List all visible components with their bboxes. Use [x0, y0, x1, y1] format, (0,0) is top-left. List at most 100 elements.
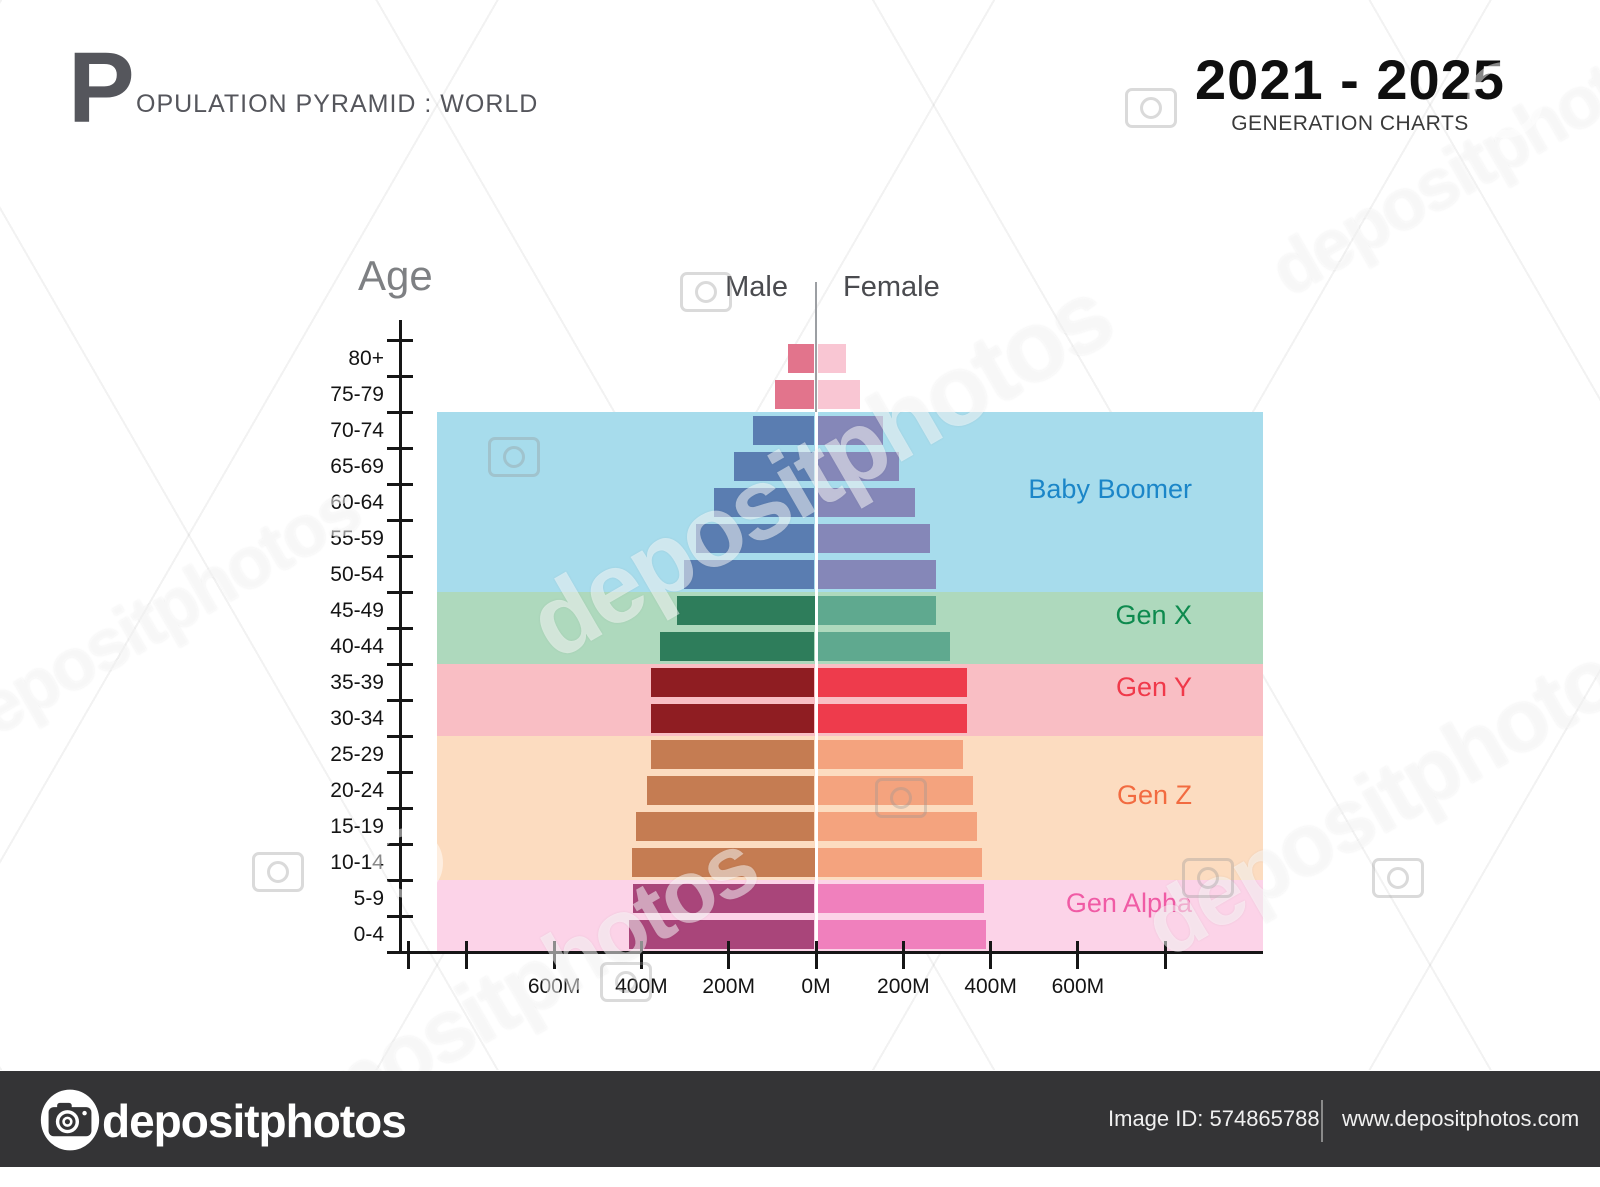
- bar-male-60-64: [714, 487, 815, 517]
- bar-male-25-29: [651, 739, 815, 769]
- bar-female-50-54: [817, 559, 937, 589]
- x-axis-tick: [727, 941, 731, 969]
- bar-male-65-69: [733, 451, 815, 481]
- bar-male-5-9: [633, 883, 815, 913]
- y-axis-tick: [387, 410, 413, 414]
- y-axis-tick: [387, 626, 413, 630]
- age-label-20-24: 20-24: [330, 779, 384, 802]
- age-label-75-79: 75-79: [330, 383, 384, 406]
- generation-label-gen-x: Gen X: [1115, 600, 1192, 630]
- y-axis-tick: [387, 914, 413, 918]
- bar-female-60-64: [817, 487, 916, 517]
- generation-charts-subtitle: GENERATION CHARTS: [1231, 112, 1469, 135]
- age-label-15-19: 15-19: [330, 815, 384, 838]
- y-axis-tick: [387, 950, 413, 954]
- bar-female-30-34: [817, 703, 968, 733]
- y-axis-tick: [387, 842, 413, 846]
- female-column-label: Female: [843, 271, 940, 303]
- camera-watermark-icon: [1125, 88, 1177, 128]
- footer-divider: [1321, 1100, 1323, 1142]
- age-label-40-44: 40-44: [330, 635, 384, 658]
- bar-female-35-39: [817, 667, 968, 697]
- bar-female-5-9: [817, 883, 984, 913]
- age-label-45-49: 45-49: [330, 599, 384, 622]
- bar-male-45-49: [677, 595, 815, 625]
- age-label-60-64: 60-64: [330, 491, 384, 514]
- x-axis-tick: [406, 941, 410, 969]
- depositphotos-camera-logo-icon: [40, 1089, 100, 1151]
- x-axis-tick: [901, 941, 905, 969]
- bar-female-75-79: [817, 379, 860, 409]
- bar-male-75-79: [775, 379, 815, 409]
- age-label-5-9: 5-9: [353, 887, 384, 910]
- y-axis-tick: [387, 590, 413, 594]
- page-title: OPULATION PYRAMID : WORLD: [136, 90, 539, 118]
- bar-male-50-54: [684, 559, 815, 589]
- x-axis-label-4: 200M: [877, 975, 930, 998]
- y-axis-tick: [387, 338, 413, 342]
- x-axis-label-5: 400M: [964, 975, 1017, 998]
- footer-watermark-bar: [0, 1071, 1600, 1167]
- bar-female-40-44: [817, 631, 951, 661]
- center-divider-line-upper: [815, 282, 817, 412]
- y-axis-line: [398, 320, 402, 954]
- bar-male-80-: [788, 343, 815, 373]
- y-axis-tick: [387, 374, 413, 378]
- age-label-70-74: 70-74: [330, 419, 384, 442]
- x-axis-label-3: 0M: [801, 975, 831, 998]
- bar-male-55-59: [695, 523, 815, 553]
- age-label-35-39: 35-39: [330, 671, 384, 694]
- bar-female-20-24: [817, 775, 973, 805]
- age-label-80-: 80+: [348, 347, 384, 370]
- bar-male-20-24: [646, 775, 815, 805]
- x-axis-label-0: 600M: [527, 975, 581, 998]
- x-axis-tick: [465, 941, 469, 969]
- x-axis-tick: [814, 941, 818, 969]
- page-title-initial: P: [68, 32, 135, 144]
- period-years: 2021 - 2025: [1195, 48, 1505, 111]
- age-label-65-69: 65-69: [330, 455, 384, 478]
- generation-label-gen-z: Gen Z: [1116, 780, 1192, 810]
- age-label-10-14: 10-14: [330, 851, 384, 874]
- x-axis-tick: [1163, 941, 1167, 969]
- bar-female-70-74: [817, 415, 883, 445]
- bar-male-0-4: [629, 919, 815, 949]
- depositphotos-logo-text: depositphotos: [102, 1095, 407, 1147]
- bar-female-0-4: [817, 919, 986, 949]
- generation-label-gen-alpha: Gen Alpha: [1065, 888, 1192, 918]
- x-axis-label-2: 200M: [702, 975, 755, 998]
- x-axis-tick: [1076, 941, 1080, 969]
- x-axis-tick: [639, 941, 643, 969]
- age-axis-title: Age: [358, 252, 433, 299]
- image-id-text: Image ID: 574865788: [1108, 1106, 1320, 1131]
- center-divider-line: [814, 412, 818, 952]
- y-axis-tick: [387, 698, 413, 702]
- age-label-25-29: 25-29: [330, 743, 384, 766]
- y-axis-tick: [387, 446, 413, 450]
- bar-male-10-14: [632, 847, 815, 877]
- x-axis-line: [388, 950, 1263, 954]
- y-axis-tick: [387, 770, 413, 774]
- bar-female-15-19: [817, 811, 977, 841]
- y-axis-tick: [387, 554, 413, 558]
- age-label-30-34: 30-34: [330, 707, 384, 730]
- period-block: 2021 - 2025 GENERATION CHARTS: [1180, 52, 1520, 136]
- bar-male-30-34: [650, 703, 815, 733]
- bar-female-10-14: [817, 847, 983, 877]
- y-axis-tick: [387, 878, 413, 882]
- bar-female-80-: [817, 343, 846, 373]
- bar-male-35-39: [650, 667, 815, 697]
- bar-female-65-69: [817, 451, 899, 481]
- x-axis-tick: [552, 941, 556, 969]
- bar-male-70-74: [753, 415, 815, 445]
- age-label-50-54: 50-54: [330, 563, 384, 586]
- y-axis-tick: [387, 482, 413, 486]
- age-label-55-59: 55-59: [330, 527, 384, 550]
- bar-female-25-29: [817, 739, 963, 769]
- y-axis-tick: [387, 734, 413, 738]
- x-axis-label-1: 400M: [615, 975, 668, 998]
- bar-female-45-49: [817, 595, 937, 625]
- x-axis-tick: [989, 941, 993, 969]
- bar-male-15-19: [636, 811, 815, 841]
- bar-female-55-59: [817, 523, 931, 553]
